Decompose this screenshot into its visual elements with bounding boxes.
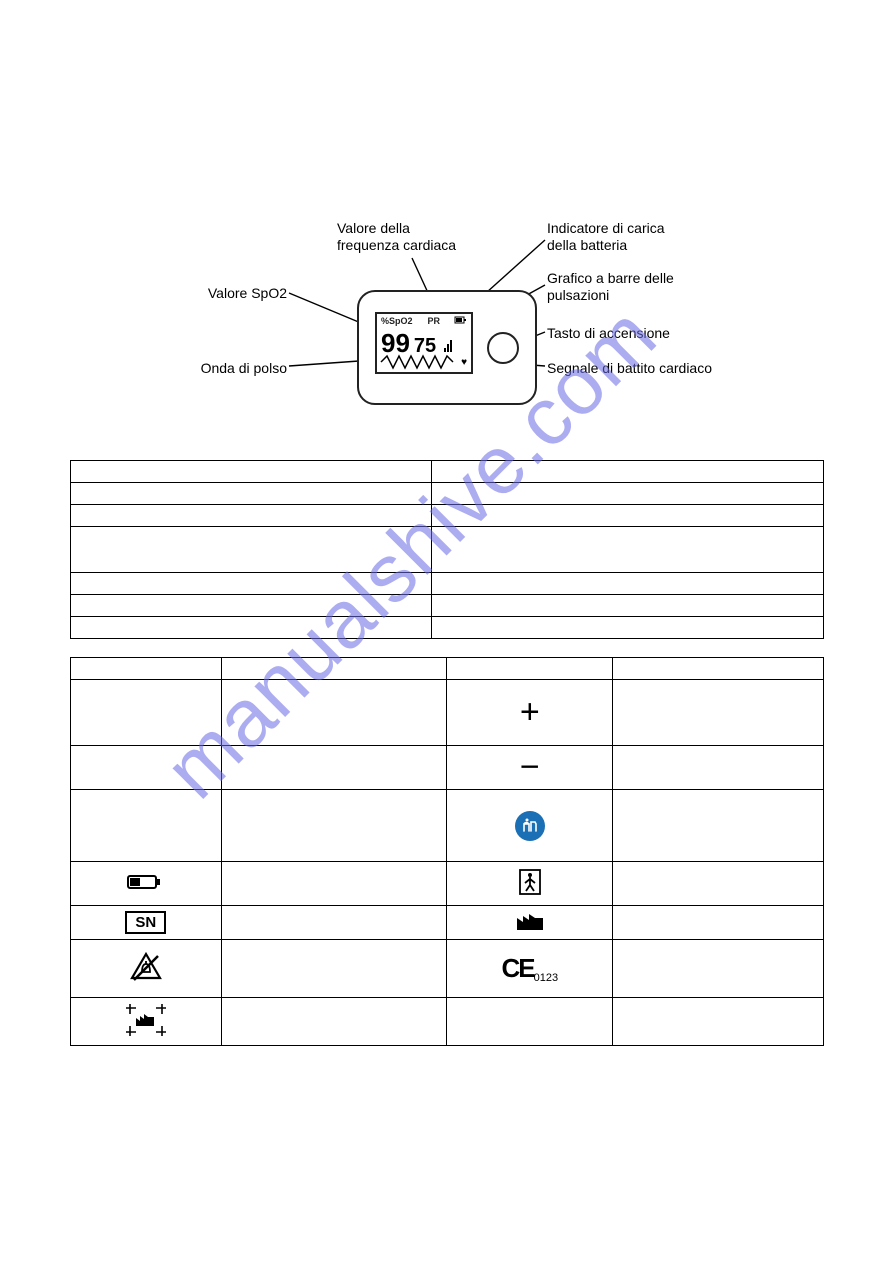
table-row: + <box>71 680 824 746</box>
table-row <box>71 505 824 527</box>
table-row <box>71 790 824 862</box>
table-row: − <box>71 746 824 790</box>
type-bf-icon <box>519 869 541 895</box>
table-row: CE0123 <box>71 940 824 998</box>
table-row <box>71 527 824 573</box>
battery-icon <box>455 316 467 324</box>
table-row <box>71 595 824 617</box>
heart-icon: ♥ <box>461 357 467 368</box>
device-screen: %SpO2 PR 99 75 <box>375 312 473 374</box>
device-body: %SpO2 PR 99 75 <box>357 290 537 405</box>
manual-icon <box>515 811 545 841</box>
minus-icon: − <box>520 748 540 787</box>
symbol-table: + − <box>70 657 824 1046</box>
date-of-manufacture-icon <box>126 1004 166 1036</box>
sn-icon: SN <box>125 911 166 934</box>
spec-table <box>70 460 824 639</box>
ce-mark-icon: CE0123 <box>502 965 559 980</box>
table-row <box>71 658 824 680</box>
manufacturer-icon <box>515 910 545 932</box>
table-row <box>71 862 824 906</box>
screen-header-spo2: %SpO2 <box>381 316 413 326</box>
table-row <box>71 617 824 639</box>
battery-level-icon <box>126 872 166 892</box>
device-diagram: Valore dellafrequenza cardiaca Indicator… <box>167 230 727 430</box>
pr-number: 75 <box>414 335 436 358</box>
table-row: SN <box>71 906 824 940</box>
pulse-bars-icon <box>444 334 452 352</box>
table-row <box>71 573 824 595</box>
plus-icon: + <box>520 693 540 732</box>
table-row <box>71 461 824 483</box>
no-alarm-icon <box>128 950 164 984</box>
table-row <box>71 483 824 505</box>
table-row <box>71 998 824 1046</box>
pulse-wave-icon <box>381 356 455 368</box>
screen-header-pr: PR <box>428 316 441 326</box>
spo2-number: 99 <box>381 328 410 359</box>
power-button-icon <box>487 332 519 364</box>
